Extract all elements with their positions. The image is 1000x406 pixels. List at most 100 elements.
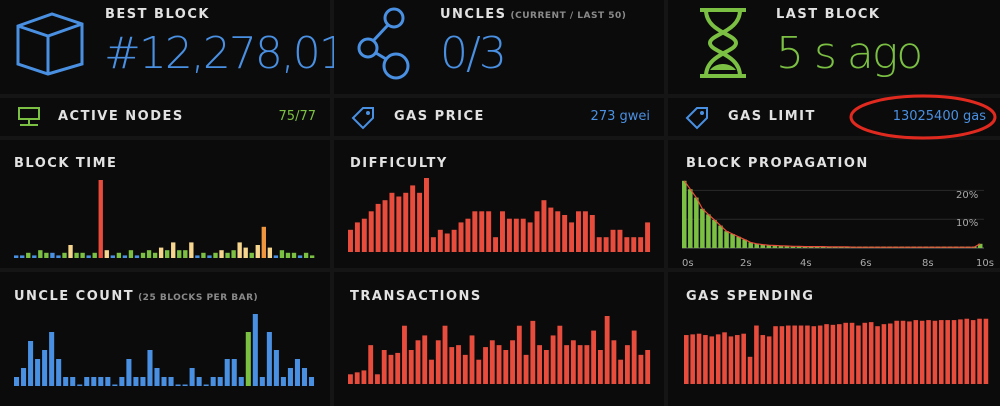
difficulty-bar [569,222,575,252]
difficulty-chart [348,178,651,252]
block_time-bar [177,250,182,258]
block_time-bar [297,255,303,258]
transactions-bar [557,325,563,384]
gas_spending-bar [728,336,734,384]
ytick-20: 20% [956,190,978,201]
transactions-bar [570,340,576,384]
transactions-bar [591,330,597,384]
uncle_count-bar [91,377,97,386]
block_propagation-bar [688,189,693,248]
difficulty-bar [465,218,471,252]
gas-limit-label: GAS LIMIT [728,109,816,124]
uncle_count-bar [140,377,146,386]
uncle_count-bar [280,377,286,386]
gas_spending-bar [983,318,989,384]
gas_spending-bar [894,320,899,384]
difficulty-bar [576,211,581,252]
difficulty-bar [424,178,429,252]
uncle_count-bar [105,377,111,386]
uncles-label: UNCLES (CURRENT / LAST 50) [440,7,626,22]
block_propagation-bar [712,220,717,248]
gas_spending-bar [722,332,727,384]
gas_spending-bar [849,322,855,384]
uncle_count-bar [133,377,139,386]
transactions-bar [429,359,434,384]
block_time-bar [279,250,285,258]
transactions-bar [611,340,617,384]
difficulty-bar [500,211,505,252]
difficulty-bar [645,222,651,252]
block_time-bar [62,252,67,258]
block-time-panel: BLOCK TIME [0,140,330,268]
difficulty-bar [361,218,367,252]
block_time-bar [146,250,152,258]
transactions-bar [476,359,482,384]
xtick-2s: 2s [740,258,752,268]
transactions-bar [530,320,536,384]
transactions-bar [415,340,421,384]
uncle_count-bar [210,377,216,386]
red-annotation-ellipse [848,92,998,142]
block-propagation-label: BLOCK PROPAGATION [686,156,869,171]
transactions-bar [597,350,603,384]
block_propagation-bar [796,246,802,248]
difficulty-bar [430,237,436,252]
uncle_count-bar [252,314,258,386]
gas_spending-bar [779,326,785,384]
uncle_count-bar [49,332,55,386]
difficulty-bar [534,211,540,252]
transactions-bar [408,350,414,384]
gas_spending-bar [862,322,868,384]
uncle_count-bar [161,377,167,386]
difficulty-bar [624,237,630,252]
block_time-bar [20,255,25,258]
gas-spending-label: GAS SPENDING [686,289,815,304]
uncle_count-bar [21,368,27,386]
transactions-bar [442,325,448,384]
difficulty-bar [638,237,644,252]
last-block-panel: LAST BLOCK 5 s ago [668,0,1000,94]
last-block-label: LAST BLOCK [776,7,881,22]
cube-icon [12,10,88,78]
block_propagation-bar [682,180,687,248]
transactions-bar [537,345,543,384]
gas_spending-bar [786,325,791,384]
gas-price-panel: GAS PRICE 273 gwei [334,98,664,136]
difficulty-bar [389,192,395,252]
gas_spending-bar [817,325,823,384]
block_time-bar [128,250,134,258]
transactions-bar [456,345,461,384]
difficulty-bar [458,222,464,252]
block_time-bar [122,255,128,258]
block_time-bar [98,180,103,258]
transactions-bar [368,345,374,384]
block_time-bar [140,252,146,258]
difficulty-bar [617,229,623,252]
difficulty-bar [437,229,443,252]
xtick-6s: 6s [860,258,872,268]
block_time-bar [134,255,140,258]
difficulty-bar [582,211,588,252]
active-nodes-panel: ACTIVE NODES 75/77 [0,98,330,136]
difficulty-bar [479,211,485,252]
transactions-bar [449,347,455,384]
difficulty-bar [368,211,374,252]
uncle_count-bar [98,377,104,386]
block_time-bar [231,250,236,258]
uncle-count-label: UNCLE COUNT (25 BLOCKS PER BAR) [14,289,258,304]
gas_spending-bar [932,320,938,384]
block_time-bar [26,252,31,258]
transactions-bar [388,354,394,384]
transactions-bar [523,354,529,384]
gas_spending-bar [888,323,893,384]
block_propagation-bar [724,231,729,248]
gas_spending-bar [735,335,740,384]
block_time-bar [303,252,309,258]
gas_spending-bar [792,325,797,384]
difficulty-bar [610,229,616,252]
block_time-bar [309,255,315,258]
difficulty-bar [631,237,637,252]
uncle-count-sublabel: (25 BLOCKS PER BAR) [138,293,259,303]
uncle_count-bar [154,368,160,386]
block_time-bar [56,255,61,258]
